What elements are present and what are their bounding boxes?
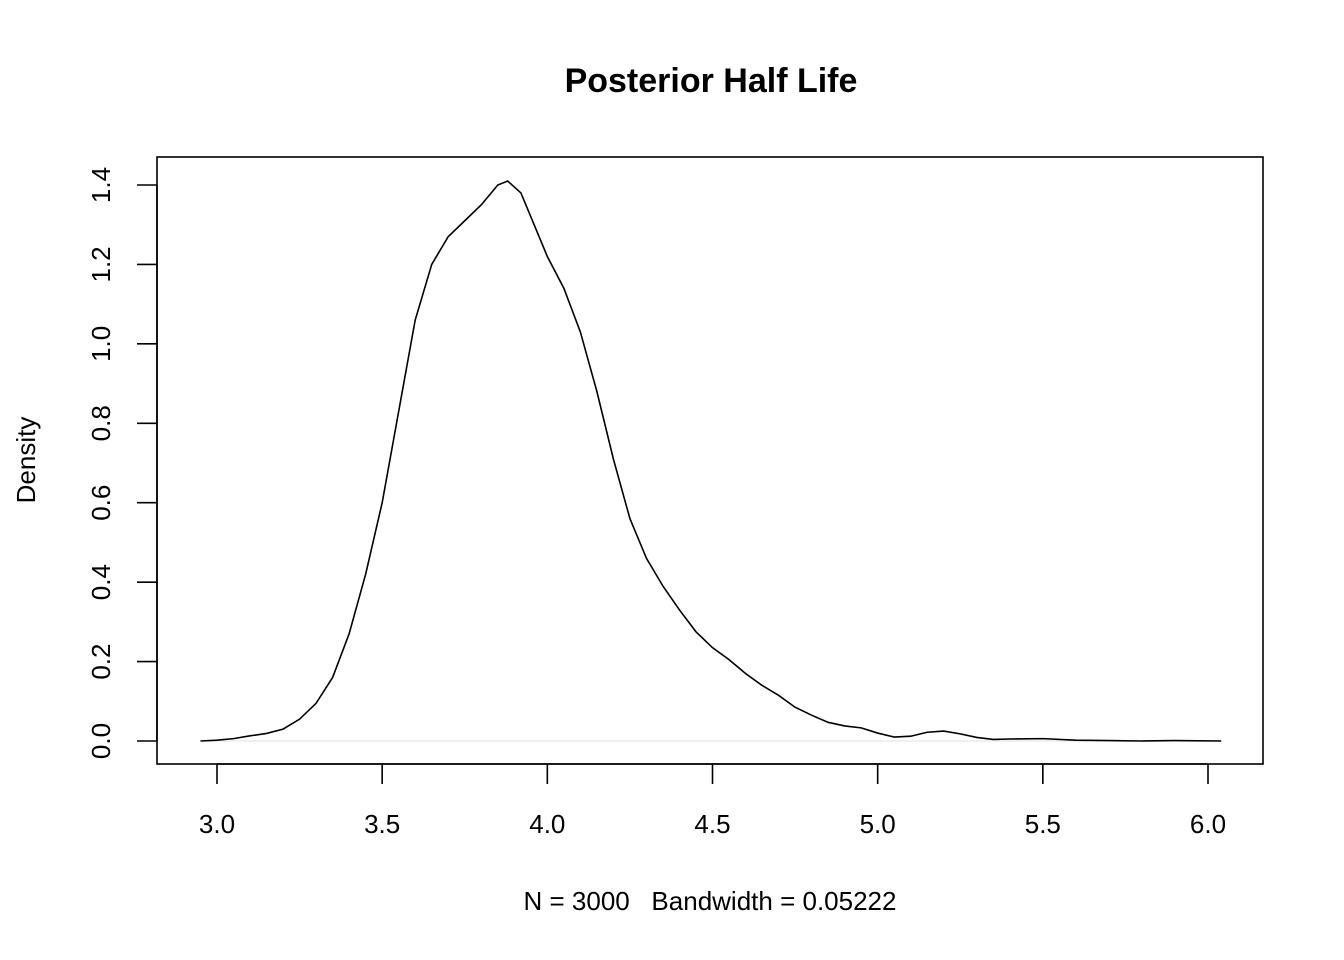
y-axis: 0.0 0.2 0.4 0.6 0.8 1.0 1.2 1.4	[86, 167, 158, 759]
x-axis: 3.0 3.5 4.0 4.5 5.0 5.5 6.0	[199, 763, 1226, 839]
y-tick-label: 1.4	[86, 167, 116, 203]
y-tick-label: 1.0	[86, 326, 116, 362]
y-tick-label: 0.0	[86, 723, 116, 759]
y-tick-label: 0.2	[86, 643, 116, 679]
density-curve	[200, 180, 1222, 742]
chart-title: Posterior Half Life	[565, 62, 858, 100]
y-axis-label: Density	[11, 417, 41, 504]
x-tick-label: 5.0	[860, 809, 896, 839]
y-tick-label: 0.6	[86, 485, 116, 521]
x-axis-label: N = 3000 Bandwidth = 0.05222	[524, 886, 897, 916]
x-tick-label: 4.5	[694, 809, 730, 839]
x-tick-label: 3.5	[364, 809, 400, 839]
y-tick-label: 0.8	[86, 405, 116, 441]
x-tick-label: 4.0	[529, 809, 565, 839]
plot-frame	[156, 156, 1264, 765]
x-tick-label: 5.5	[1025, 809, 1061, 839]
y-tick-label: 1.2	[86, 246, 116, 282]
x-tick-label: 6.0	[1190, 809, 1226, 839]
y-tick-label: 0.4	[86, 564, 116, 600]
x-tick-label: 3.0	[199, 809, 235, 839]
